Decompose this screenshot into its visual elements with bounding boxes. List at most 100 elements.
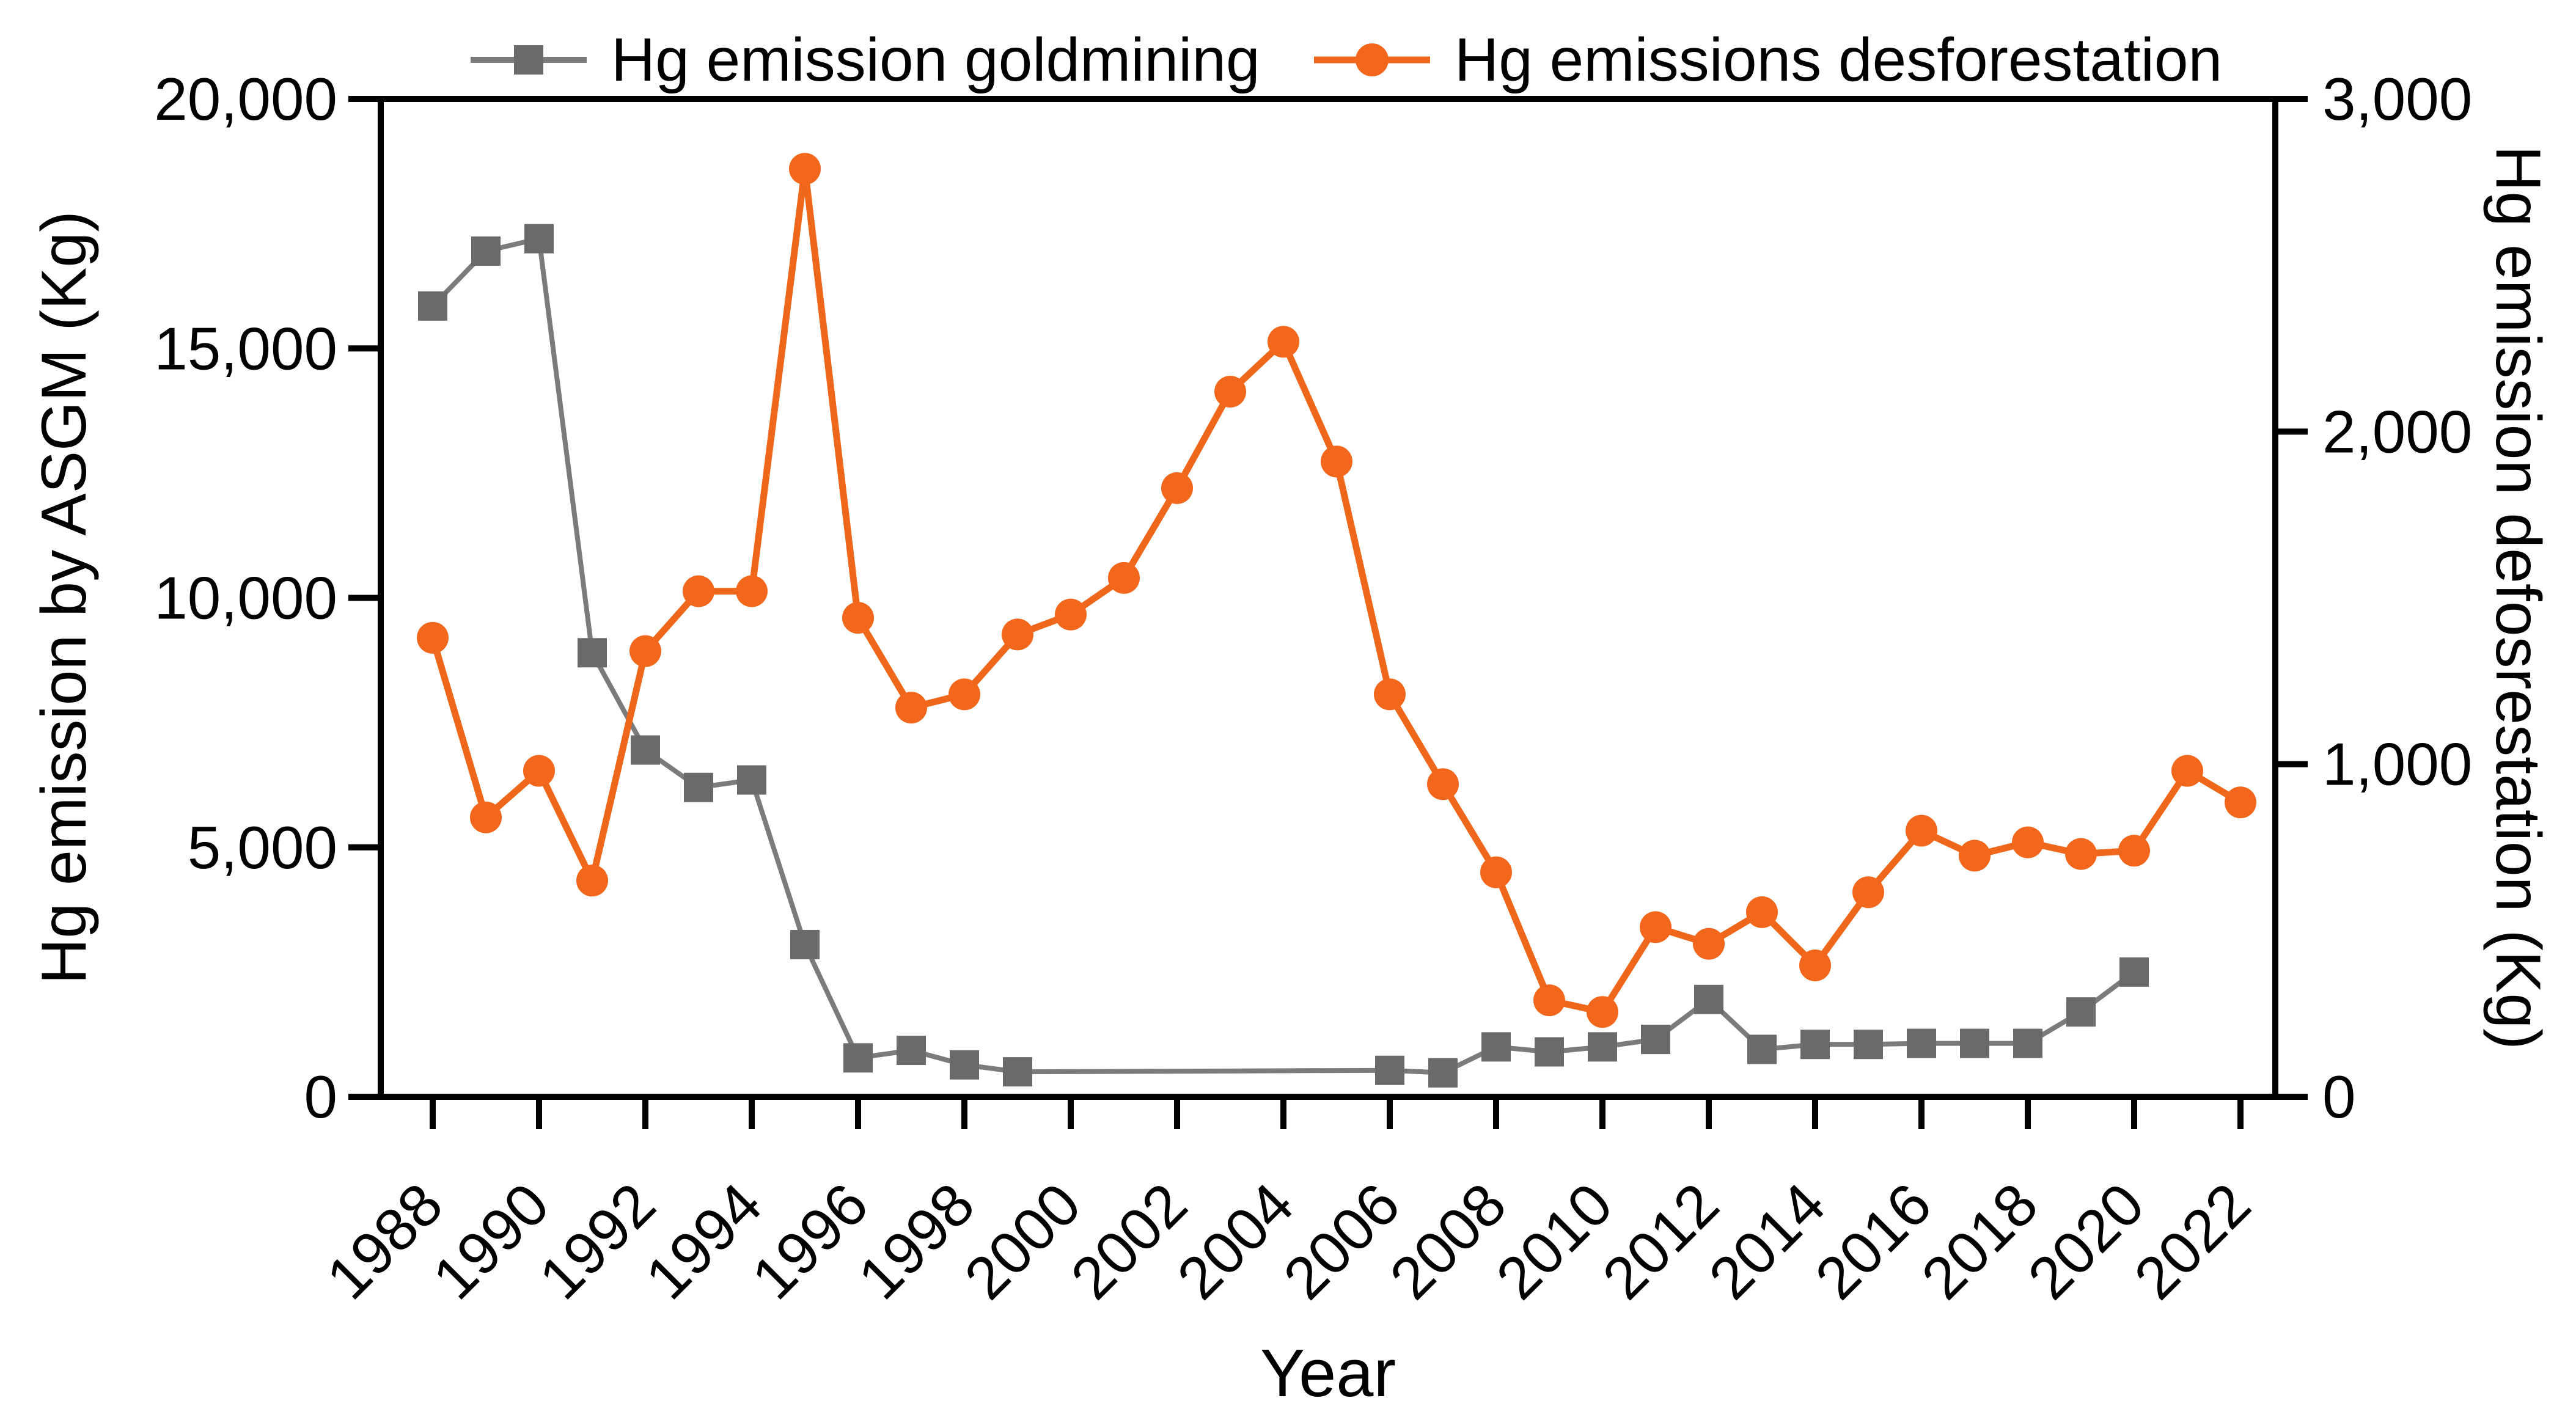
x-tick-label: 2002 <box>1058 1170 1200 1312</box>
data-point-goldmining-2016 <box>1907 1028 1936 1058</box>
data-point-goldmining-2006 <box>1375 1055 1404 1085</box>
data-point-desforestation-2000 <box>1055 598 1087 631</box>
y-tick-label-right: 2,000 <box>2322 398 2472 465</box>
data-point-desforestation-1988 <box>417 621 449 654</box>
data-point-goldmining-2007 <box>1428 1058 1458 1088</box>
series-line-goldmining <box>430 236 2137 1075</box>
data-point-desforestation-1994 <box>736 575 768 607</box>
y-axis-title-left: Hg emission by ASGM (Kg) <box>29 211 100 984</box>
x-tick-label: 2020 <box>2015 1170 2157 1312</box>
y-tick-label-left: 10,000 <box>154 565 337 632</box>
y-tick-label-left: 0 <box>304 1063 337 1130</box>
plot-frame <box>378 96 2278 1100</box>
data-point-desforestation-1991 <box>576 865 608 897</box>
x-tick-label: 2008 <box>1377 1170 1519 1312</box>
x-tick-label: 1998 <box>845 1170 987 1312</box>
y-axis-title-right: Hg emission defosrestation (Kg) <box>2482 145 2553 1050</box>
data-point-goldmining-1991 <box>578 638 607 668</box>
data-point-desforestation-2020 <box>2118 835 2150 867</box>
x-tick-label: 1996 <box>739 1170 881 1312</box>
data-point-desforestation-2006 <box>1374 678 1406 711</box>
data-point-desforestation-2014 <box>1799 949 1831 981</box>
y-tick-label-right: 1,000 <box>2322 731 2472 798</box>
data-point-goldmining-2014 <box>1800 1030 1830 1060</box>
data-point-goldmining-1995 <box>790 929 820 959</box>
data-point-goldmining-2013 <box>1747 1034 1777 1064</box>
data-point-goldmining-1999 <box>1003 1057 1032 1087</box>
x-tick-label: 1988 <box>314 1170 455 1312</box>
data-point-goldmining-2010 <box>1588 1032 1617 1062</box>
data-point-desforestation-2007 <box>1427 768 1459 800</box>
x-axis-title: Year <box>1260 1336 1396 1411</box>
data-point-goldmining-2009 <box>1535 1037 1564 1067</box>
data-point-desforestation-2008 <box>1480 856 1512 888</box>
data-point-desforestation-2019 <box>2065 838 2097 870</box>
data-point-desforestation-2009 <box>1533 984 1565 1017</box>
legend-label-goldmining: Hg emission goldmining <box>611 26 1260 94</box>
legend-square-marker-icon <box>514 45 543 75</box>
data-point-desforestation-1999 <box>1002 618 1033 651</box>
y-tick-label-left: 5,000 <box>188 814 337 881</box>
data-point-goldmining-1997 <box>897 1036 926 1066</box>
data-point-desforestation-2001 <box>1108 562 1140 594</box>
data-point-desforestation-2011 <box>1640 911 1671 943</box>
data-point-desforestation-2022 <box>2225 786 2256 819</box>
data-point-desforestation-1992 <box>629 635 661 667</box>
data-point-goldmining-2015 <box>1854 1030 1883 1060</box>
data-point-desforestation-2021 <box>2171 755 2203 787</box>
data-point-desforestation-2012 <box>1693 928 1725 960</box>
x-tick-label: 2010 <box>1483 1170 1625 1312</box>
y-tick-label-right: 0 <box>2322 1063 2356 1130</box>
x-tick-label: 2014 <box>1696 1170 1838 1312</box>
legend-label-desforestation: Hg emissions desforestation <box>1455 26 2222 94</box>
data-point-desforestation-2005 <box>1321 445 1352 478</box>
legend-circle-marker-icon <box>1356 43 1389 76</box>
data-point-goldmining-1990 <box>524 224 554 254</box>
data-point-goldmining-1989 <box>471 236 501 266</box>
data-point-desforestation-2002 <box>1161 472 1193 504</box>
data-point-goldmining-1998 <box>950 1050 979 1080</box>
x-tick-label: 2016 <box>1802 1170 1944 1312</box>
data-point-goldmining-1996 <box>843 1043 873 1073</box>
data-point-desforestation-2015 <box>1852 876 1884 909</box>
legend: Hg emission goldmining Hg emissions desf… <box>471 26 2222 94</box>
x-tick-label: 2000 <box>952 1170 1093 1312</box>
data-point-desforestation-1998 <box>949 678 980 711</box>
data-point-desforestation-2003 <box>1214 376 1246 408</box>
data-point-desforestation-1997 <box>895 692 927 724</box>
series <box>417 153 2256 1088</box>
data-point-desforestation-2018 <box>2012 826 2044 858</box>
data-point-goldmining-1992 <box>631 735 660 765</box>
data-point-goldmining-2020 <box>2119 957 2149 987</box>
data-point-desforestation-1990 <box>523 755 555 787</box>
data-point-desforestation-1989 <box>470 801 502 833</box>
x-tick-label: 2006 <box>1271 1170 1412 1312</box>
data-point-goldmining-1993 <box>684 772 713 802</box>
x-tick-label: 2012 <box>1590 1170 1731 1312</box>
data-point-goldmining-2008 <box>1481 1032 1511 1062</box>
legend-item-goldmining: Hg emission goldmining <box>471 26 1260 94</box>
data-point-goldmining-2012 <box>1694 984 1723 1014</box>
data-point-goldmining-2018 <box>2013 1028 2042 1058</box>
x-tick-label: 1994 <box>633 1170 774 1312</box>
data-point-desforestation-2016 <box>1906 814 1937 847</box>
y-tick-label-left: 20,000 <box>154 65 337 133</box>
data-point-desforestation-2004 <box>1268 326 1299 358</box>
x-tick-label: 2022 <box>2121 1170 2263 1312</box>
x-tick-label: 1990 <box>420 1170 562 1312</box>
y-tick-label-left: 15,000 <box>154 315 337 382</box>
x-tick-label: 2018 <box>1909 1170 2050 1312</box>
data-point-goldmining-1988 <box>418 291 447 321</box>
x-tick-label: 2004 <box>1164 1170 1306 1312</box>
data-point-goldmining-2019 <box>2066 997 2096 1027</box>
data-point-desforestation-2010 <box>1587 996 1618 1028</box>
axes: 0 5,000 10,000 15,000 20,000 0 1,000 2,000 3,000… <box>154 65 2472 1312</box>
data-point-goldmining-2017 <box>1960 1028 1989 1058</box>
data-point-desforestation-2013 <box>1746 896 1778 928</box>
data-point-goldmining-1994 <box>737 765 766 795</box>
data-point-desforestation-1995 <box>789 153 821 185</box>
data-point-desforestation-1993 <box>683 575 714 607</box>
x-tick-label: 1992 <box>526 1170 668 1312</box>
